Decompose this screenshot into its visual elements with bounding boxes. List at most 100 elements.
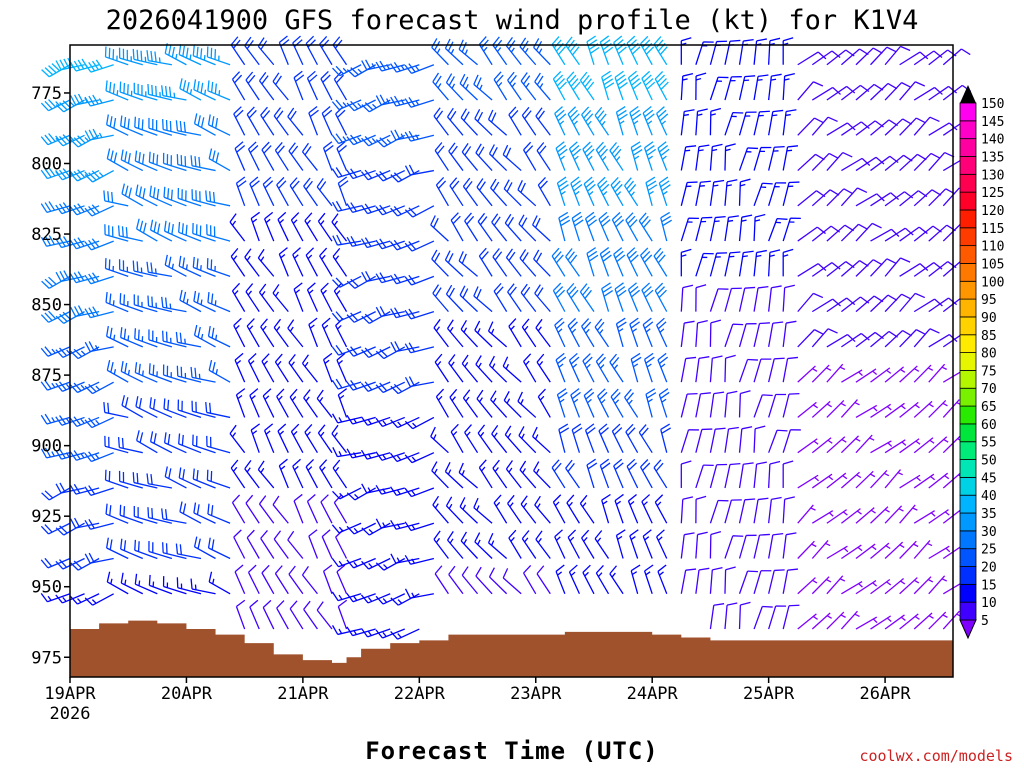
wind-barb xyxy=(884,45,911,66)
wind-barb xyxy=(639,247,653,277)
wind-barb xyxy=(306,282,319,312)
plot-background xyxy=(70,45,953,677)
wind-barb xyxy=(118,259,143,277)
wind-barb xyxy=(870,578,892,595)
wind-barb xyxy=(390,553,420,564)
colorbar-swatch xyxy=(959,405,977,425)
wind-barb xyxy=(517,391,537,418)
wind-barb xyxy=(190,578,216,595)
wind-barb xyxy=(70,346,100,360)
wind-barb xyxy=(493,494,508,524)
colorbar-swatch xyxy=(959,138,977,157)
x-axis-label: Forecast Time (UTC) xyxy=(365,737,659,765)
wind-barb xyxy=(928,545,951,560)
wind-barb xyxy=(709,391,725,418)
wind-barb xyxy=(768,217,788,242)
wind-barb xyxy=(520,72,537,101)
wind-barb xyxy=(584,211,598,242)
wind-barb xyxy=(320,70,333,101)
wind-barb xyxy=(450,212,464,242)
wind-barb xyxy=(611,211,625,242)
colorbar-label: 130 xyxy=(981,168,1004,183)
wind-barb xyxy=(709,252,728,277)
wind-barb xyxy=(175,120,202,136)
wind-barb xyxy=(753,286,769,312)
wind-barb xyxy=(597,176,610,207)
wind-barb xyxy=(610,388,624,418)
wind-barb xyxy=(811,328,838,348)
wind-barb xyxy=(231,71,246,101)
wind-barb xyxy=(176,577,202,595)
wind-barb xyxy=(582,141,595,171)
wind-barb xyxy=(928,436,949,454)
wind-barb xyxy=(594,530,610,559)
colorbar-label: 20 xyxy=(981,561,997,576)
wind-barb xyxy=(523,353,537,383)
wind-barb xyxy=(448,354,464,383)
wind-barb xyxy=(855,616,878,630)
wind-barb xyxy=(103,401,129,419)
wind-barb xyxy=(841,157,871,172)
wind-barb xyxy=(615,106,628,136)
wind-barb xyxy=(534,495,551,524)
wind-barb xyxy=(502,356,522,383)
wind-barb xyxy=(508,318,522,348)
colorbar-swatch xyxy=(959,263,977,282)
wind-barb xyxy=(782,429,801,453)
colorbar-label: 90 xyxy=(981,311,997,326)
credit-link[interactable]: coolwx.com/models xyxy=(859,747,1013,765)
wind-barb xyxy=(375,346,406,360)
wind-barb xyxy=(841,121,870,136)
wind-barb xyxy=(162,152,187,172)
colorbar-swatch xyxy=(959,512,977,532)
wind-barb xyxy=(724,535,744,559)
wind-barb xyxy=(913,116,940,136)
wind-barb xyxy=(658,176,671,207)
wind-barb xyxy=(233,529,246,559)
wind-barb xyxy=(568,352,581,383)
wind-barb xyxy=(709,215,726,242)
wind-barb xyxy=(492,459,508,489)
wind-barb xyxy=(724,499,742,524)
wind-barb xyxy=(193,79,216,101)
wind-barb xyxy=(680,284,694,312)
wind-barb xyxy=(695,356,710,383)
wind-barb xyxy=(724,566,736,594)
wind-barb xyxy=(478,459,493,489)
wind-barb xyxy=(680,73,694,101)
wind-barb xyxy=(346,134,376,146)
wind-barb xyxy=(768,393,787,418)
wind-barb xyxy=(404,487,435,498)
wind-barb xyxy=(289,388,304,418)
wind-barb xyxy=(570,176,583,207)
terrain-fill xyxy=(70,620,953,677)
wind-barb xyxy=(404,554,435,565)
colorbar-label: 65 xyxy=(981,400,997,415)
wind-barb xyxy=(826,545,849,560)
wind-barb xyxy=(461,566,479,595)
wind-barb xyxy=(782,109,797,136)
wind-barb xyxy=(308,529,319,559)
wind-barb xyxy=(610,176,624,207)
wind-barb xyxy=(458,462,478,489)
wind-barb xyxy=(430,426,449,454)
x-tick-label: 23APR xyxy=(510,684,562,704)
wind-barb xyxy=(753,146,772,171)
colorbar-max-arrow xyxy=(960,85,976,103)
wind-barb xyxy=(272,495,289,524)
wind-barb xyxy=(797,474,820,489)
wind-barb xyxy=(361,59,391,71)
wind-barb xyxy=(533,249,551,277)
wind-barb xyxy=(767,460,781,488)
wind-barb xyxy=(884,614,906,630)
wind-barb xyxy=(517,180,537,207)
wind-barb xyxy=(738,323,757,348)
wind-barb xyxy=(432,284,449,313)
wind-barb xyxy=(753,394,773,418)
wind-barb xyxy=(841,508,862,524)
wind-barb xyxy=(230,247,246,277)
wind-barb xyxy=(106,325,129,348)
wind-barb xyxy=(431,249,449,277)
y-tick-label: 850 xyxy=(31,296,62,316)
wind-barb xyxy=(361,271,391,282)
